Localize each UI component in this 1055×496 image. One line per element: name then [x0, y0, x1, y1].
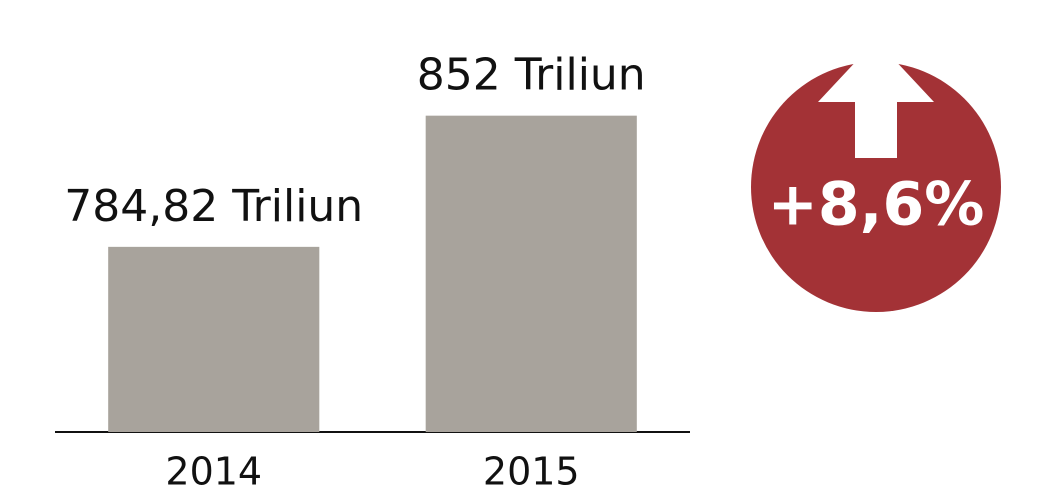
up-arrow: [818, 40, 934, 158]
bar: [108, 246, 320, 432]
bar: [425, 115, 637, 433]
change-label: +8,6%: [768, 170, 985, 240]
value-label: 852 Triliun: [417, 50, 646, 101]
value-label: 784,82 Triliun: [64, 181, 363, 232]
x-tick-label: 2015: [483, 450, 580, 494]
change-badge: [751, 62, 1001, 312]
x-tick-label: 2014: [165, 450, 262, 494]
